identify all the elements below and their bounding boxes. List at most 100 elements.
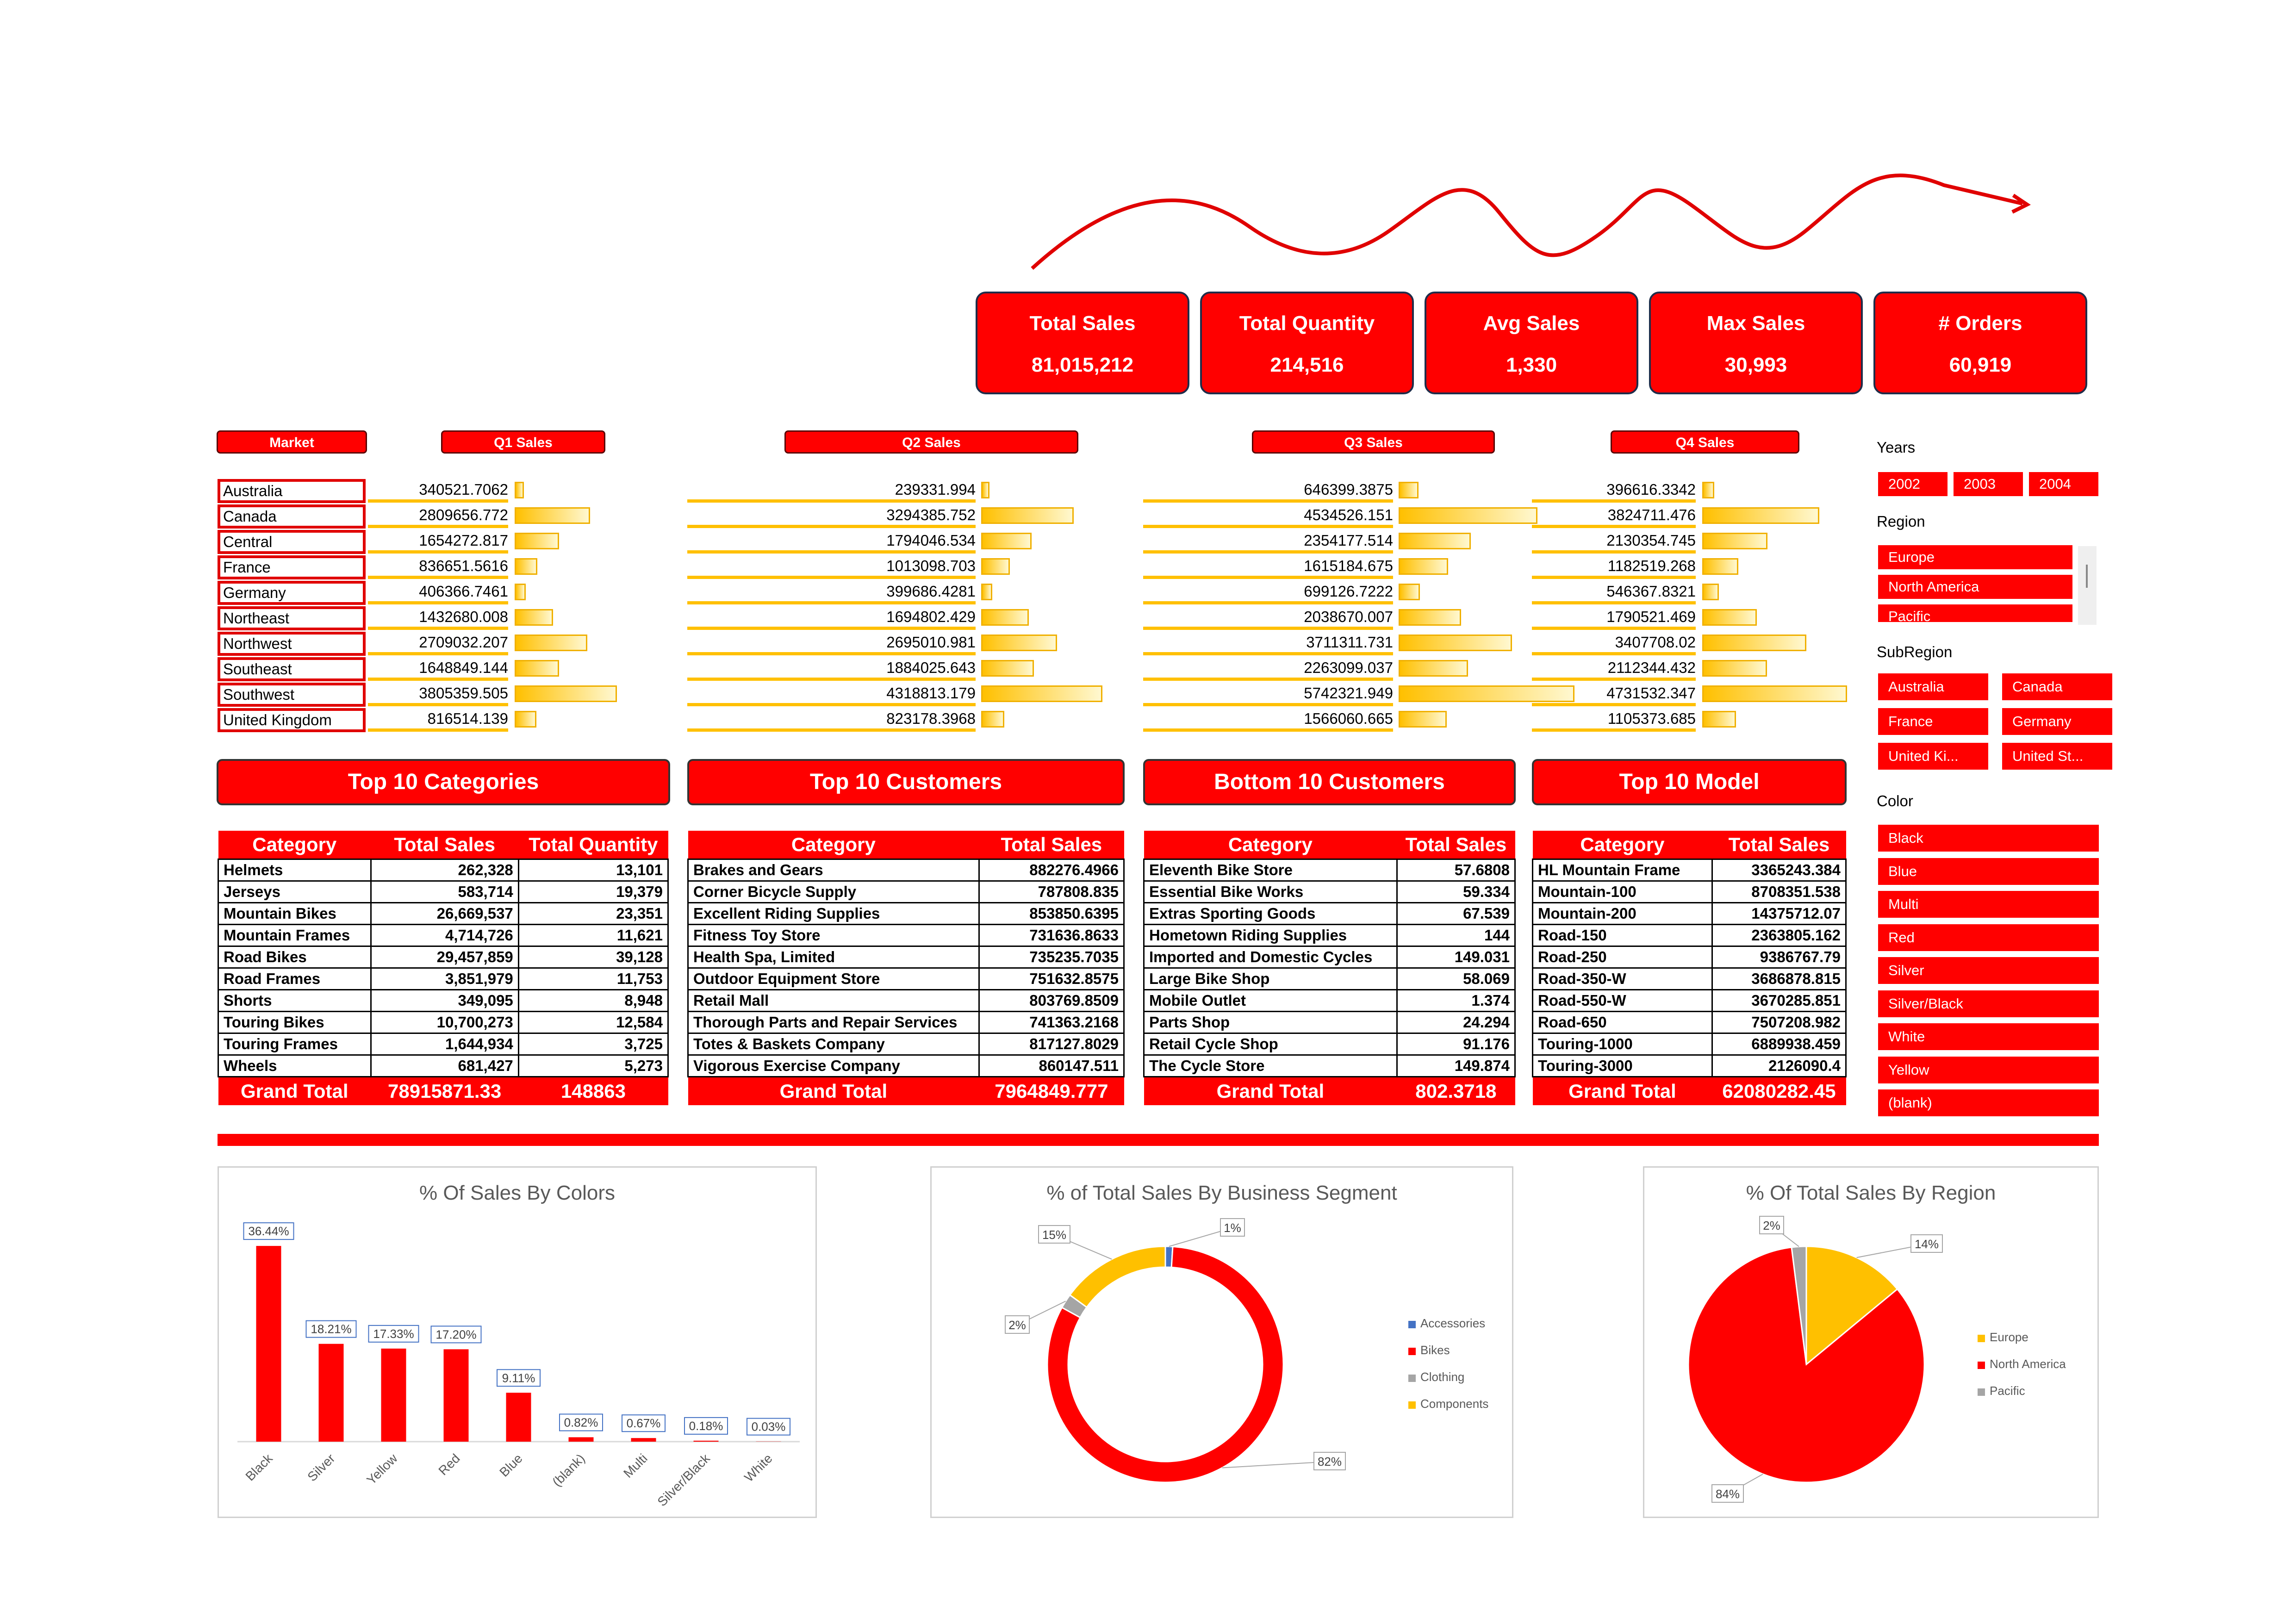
bar-data-label-box	[305, 1320, 357, 1338]
bar-data-label: 17.33%	[373, 1327, 414, 1341]
region-slicer-item[interactable]: Europe	[1878, 545, 2072, 569]
row-underline	[1532, 499, 1696, 503]
color-slicer-item[interactable]: Yellow	[1878, 1056, 2099, 1083]
row-underline	[1143, 703, 1393, 706]
x-tick-label: Multi	[621, 1451, 650, 1481]
market-cell[interactable]: Northwest	[218, 632, 366, 656]
grand-total-label: Grand Total	[218, 1076, 371, 1105]
slice-label-box	[1038, 1225, 1070, 1244]
table-row: Thorough Parts and Repair Services 741363…	[687, 1011, 1125, 1034]
table-row: Road-350-W 3686878.815	[1532, 967, 1847, 990]
market-cell[interactable]: Northeast	[218, 606, 366, 630]
kpi-card: # Orders 60,919	[1873, 292, 2087, 394]
slice-data-label: 14%	[1915, 1237, 1939, 1251]
market-cell[interactable]: Germany	[218, 581, 366, 605]
color-slicer-item[interactable]: Black	[1878, 825, 2099, 852]
years-slicer-item[interactable]: 2004	[2029, 472, 2098, 496]
table-row: Retail Mall 803769.8509	[687, 989, 1125, 1012]
color-slicer-item[interactable]: (blank)	[1878, 1089, 2099, 1116]
color-slicer-item[interactable]: Silver/Black	[1878, 990, 2099, 1017]
color-slicer-item[interactable]: Multi	[1878, 891, 2099, 918]
value-cell: 8708351.538	[1711, 880, 1847, 903]
color-slicer-item[interactable]: Silver	[1878, 957, 2099, 984]
q3-data-bar	[1399, 533, 1471, 549]
row-underline	[687, 703, 976, 706]
market-cell[interactable]: France	[218, 555, 366, 579]
market-cell[interactable]: Southwest	[218, 683, 366, 707]
kpi-value: 81,015,212	[1031, 354, 1134, 376]
legend-swatch	[1408, 1348, 1416, 1355]
market-cell[interactable]: Canada	[218, 504, 366, 529]
q1-sales-value: 340521.7062	[419, 481, 508, 498]
segment-chart-title: % of Total Sales By Business Segment	[1046, 1182, 1397, 1204]
region-slicer-item[interactable]: Pacific	[1878, 604, 2072, 622]
q2-sales-value: 399686.4281	[886, 583, 976, 600]
x-tick-label: Red	[436, 1451, 462, 1478]
legend-swatch	[1408, 1401, 1416, 1409]
table-row: Mountain-100 8708351.538	[1532, 880, 1847, 903]
legend-entry: Bikes	[1420, 1343, 1450, 1357]
color-slicer-item[interactable]: Blue	[1878, 858, 2099, 885]
table-row: Road Frames 3,851,979 11,753	[218, 967, 669, 990]
value-cell: 1.374	[1396, 989, 1516, 1012]
category-cell: Imported and Domestic Cycles	[1143, 946, 1398, 969]
color-slicer-item[interactable]: White	[1878, 1023, 2099, 1050]
q2-data-bar	[981, 685, 1103, 702]
q3-data-bar	[1399, 584, 1420, 600]
value-cell: 12,584	[517, 1011, 669, 1034]
subregion-slicer-item[interactable]: Canada	[2002, 673, 2112, 700]
bar-data-label: 18.21%	[311, 1322, 351, 1336]
legend-swatch	[1408, 1375, 1416, 1382]
subregion-slicer-item[interactable]: United Ki...	[1878, 743, 1988, 770]
value-cell: 681,427	[370, 1054, 519, 1077]
row-underline	[687, 576, 976, 579]
years-slicer-item[interactable]: 2002	[1878, 472, 1948, 496]
category-cell: HL Mountain Frame	[1532, 859, 1713, 882]
color-slicer-item[interactable]: Red	[1878, 924, 2099, 951]
subregion-slicer-item[interactable]: United St...	[2002, 743, 2112, 770]
market-cell[interactable]: Central	[218, 530, 366, 554]
market-cell[interactable]: United Kingdom	[218, 708, 366, 732]
market-cell[interactable]: Southeast	[218, 657, 366, 681]
years-slicer-item[interactable]: 2003	[1954, 472, 2023, 496]
top-categories-title: Top 10 Categories	[217, 759, 670, 805]
q3-sales-value: 5742321.949	[1304, 684, 1393, 702]
q3-sales-value: 1615184.675	[1304, 557, 1393, 574]
value-cell: 149.874	[1396, 1054, 1516, 1077]
bar-data-label-box	[430, 1325, 482, 1344]
region-scrollbar[interactable]	[2078, 546, 2097, 625]
row-underline	[368, 652, 508, 655]
row-underline	[368, 550, 508, 554]
value-cell: 19,379	[517, 880, 669, 903]
region-slicer-item[interactable]: North America	[1878, 575, 2072, 599]
subregion-slicer-item[interactable]: France	[1878, 708, 1988, 735]
bar-data-label: 0.03%	[752, 1420, 786, 1434]
category-cell: Retail Cycle Shop	[1143, 1033, 1398, 1056]
q1-data-bar	[515, 685, 617, 702]
category-cell: Jerseys	[218, 880, 372, 903]
market-cell[interactable]: Australia	[218, 479, 366, 503]
segment-donut-chart: 1% 82% 2% 15% Accessories Bikes Clothing Compon…	[1005, 1218, 1488, 1483]
row-underline	[1143, 627, 1393, 630]
q4-sales-value: 1182519.268	[1607, 557, 1696, 574]
table-row: Touring Bikes 10,700,273 12,584	[218, 1011, 669, 1034]
grand-total-value: 148863	[518, 1076, 668, 1105]
table-row: Touring-1000 6889938.459	[1532, 1033, 1847, 1056]
category-cell: Road-250	[1532, 946, 1713, 969]
row-underline	[368, 601, 508, 604]
q1-data-bar	[515, 711, 537, 728]
category-cell: Thorough Parts and Repair Services	[687, 1011, 980, 1034]
kpi-card: Total Sales 81,015,212	[976, 292, 1189, 394]
q1-sales-header: Q1 Sales	[441, 430, 605, 454]
subregion-slicer-item[interactable]: Australia	[1878, 673, 1988, 700]
row-underline	[1532, 601, 1696, 604]
category-cell: The Cycle Store	[1143, 1054, 1398, 1077]
kpi-value: 1,330	[1506, 354, 1557, 376]
q3-data-bar	[1399, 507, 1537, 524]
q2-data-bar	[981, 558, 1010, 575]
table-row: Eleventh Bike Store 57.6808	[1143, 859, 1516, 882]
subregion-slicer-item[interactable]: Germany	[2002, 708, 2112, 735]
table-row: Extras Sporting Goods 67.539	[1143, 902, 1516, 925]
table-row: Touring Frames 1,644,934 3,725	[218, 1033, 669, 1056]
bottom-customers-title: Bottom 10 Customers	[1143, 759, 1516, 805]
